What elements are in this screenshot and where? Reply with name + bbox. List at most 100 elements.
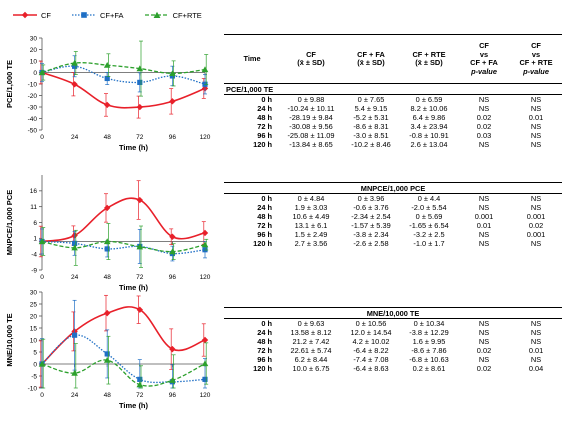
row-time: 72 h xyxy=(257,346,272,355)
row-time: 72 h xyxy=(257,221,272,230)
data-point xyxy=(104,351,110,357)
data-point xyxy=(136,381,144,388)
table-cell: -10.24 ± 10.11 xyxy=(287,104,335,113)
table-cell: -13.84 ± 8.65 xyxy=(289,140,333,149)
row-time: 24 h xyxy=(257,104,272,113)
table-cell: -30.08 ± 9.56 xyxy=(289,122,333,131)
row-time: 0 h xyxy=(261,319,272,328)
table-pce: Time CF (x̄ ± SD) CF + FA (x̄ ± SD) CF + R… xyxy=(224,34,562,149)
row-time: 48 h xyxy=(257,113,272,122)
y-tick-label: 20 xyxy=(30,313,38,320)
table-cell: 13.1 ± 6.1 xyxy=(294,221,328,230)
table-cell: 13.58 ± 8.12 xyxy=(290,328,332,337)
y-tick-label: 0 xyxy=(33,70,37,77)
table-cell: 10.0 ± 6.75 xyxy=(292,364,330,373)
y-tick-label: -4 xyxy=(31,251,37,258)
y-tick-label: 20 xyxy=(30,47,38,54)
table-cell: -3.0 ± 8.51 xyxy=(353,131,389,140)
header-cf: CF (x̄ ± SD) xyxy=(280,34,342,84)
table-cell: -8.6 ± 7.86 xyxy=(411,346,447,355)
header-cf-rte-line1: CF + RTE xyxy=(412,49,446,59)
data-point xyxy=(169,248,176,255)
row-time: 24 h xyxy=(257,203,272,212)
legend-item-cf: CF xyxy=(12,11,51,20)
data-point xyxy=(72,240,78,246)
table-cell: 0 ± 9.88 xyxy=(297,95,325,104)
table-cell: NS xyxy=(530,122,542,131)
header-p-rte-l4: p-value xyxy=(523,66,549,76)
x-tick-label: 24 xyxy=(71,274,79,281)
table-title-row: MNPCE/1,000 PCE xyxy=(224,182,563,194)
data-point xyxy=(38,69,46,76)
table-cell: -1.0 ± 1.7 xyxy=(413,239,445,248)
table-cell: 21.2 ± 7.42 xyxy=(292,337,330,346)
legend-item-cf-fa: CF+FA xyxy=(71,11,124,20)
y-tick-label: 15 xyxy=(30,325,38,332)
row-time: 48 h xyxy=(257,337,272,346)
legend-swatch-cf-rte xyxy=(144,11,169,18)
table-row: 96 h 1.5 ± 2.49 -3.8 ± 2.34 -3.2 ± 2.5 NS 0.0… xyxy=(224,230,562,239)
y-tick-label: 30 xyxy=(30,35,38,42)
y-tick-label: -9 xyxy=(31,267,37,274)
table-cell: -2.6 ± 2.58 xyxy=(353,239,389,248)
y-axis-title: MNE/10,000 TE xyxy=(5,313,14,366)
y-tick-label: 0 xyxy=(33,361,37,368)
header-p-fa-l2: vs xyxy=(479,49,489,59)
y-tick-label: 25 xyxy=(30,301,38,308)
table-cell: 0 ± 4.4 xyxy=(417,194,441,203)
y-tick-label: 1 xyxy=(33,236,37,243)
x-tick-label: 0 xyxy=(40,134,44,141)
x-tick-label: 0 xyxy=(40,392,44,399)
table-cell: -28.19 ± 9.84 xyxy=(289,113,333,122)
chart-2: -10 -5 0 5 10 15 20 25 30 0 24 48 72 96 120 Time (h) MNE… xyxy=(5,289,211,410)
table-cell: 0.2 ± 8.61 xyxy=(412,364,446,373)
table-cell: -0.6 ± 3.76 xyxy=(353,203,389,212)
table-cell: NS xyxy=(478,328,490,337)
table-row: 72 h -30.08 ± 9.56 -8.6 ± 8.31 3.4 ± 23.94 0… xyxy=(224,122,562,131)
row-time: 48 h xyxy=(257,212,272,221)
table-cell: -6.4 ± 8.63 xyxy=(353,364,389,373)
data-point xyxy=(169,377,176,383)
table-cell: 0 ± 6.59 xyxy=(415,95,443,104)
table-row: 24 h -10.24 ± 10.11 5.4 ± 9.15 8.2 ± 10.06 N… xyxy=(224,104,562,113)
data-point xyxy=(104,309,111,317)
table-header-row: Time CF (x̄ ± SD) CF + FA (x̄ ± SD) CF + R… xyxy=(224,34,562,84)
x-tick-label: 72 xyxy=(136,274,144,281)
table-cell: NS xyxy=(530,239,542,248)
data-point xyxy=(104,246,110,252)
series-cf-rte xyxy=(38,40,209,97)
series-cf-rte xyxy=(38,335,209,389)
row-time: 0 h xyxy=(261,95,272,104)
data-point xyxy=(201,229,209,237)
table-cell: 0.01 xyxy=(528,346,544,355)
legend-item-cf-rte: CF+RTE xyxy=(144,11,202,20)
x-axis-title: Time (h) xyxy=(119,283,149,292)
header-p-rte: CF vs CF + RTE p-value xyxy=(510,34,562,84)
table-cell: -10.2 ± 8.46 xyxy=(351,140,391,149)
table-cell: -6.8 ± 10.63 xyxy=(409,355,449,364)
series-line xyxy=(41,306,206,365)
series-line xyxy=(41,359,206,387)
table-title: MNE/10,000 TE xyxy=(224,307,563,319)
table-cell: 0.02 xyxy=(528,221,544,230)
legend-label-cf-fa: CF+FA xyxy=(100,10,124,20)
table-title: PCE/1,000 TE xyxy=(224,83,562,95)
table-cell: NS xyxy=(530,194,542,203)
table-row: 0 h 0 ± 9.88 0 ± 7.65 0 ± 6.59 NS NS xyxy=(224,95,562,105)
table-cell: 6.4 ± 9.86 xyxy=(412,113,446,122)
x-tick-label: 72 xyxy=(136,134,144,141)
table-cell: NS xyxy=(530,355,542,364)
row-time: 120 h xyxy=(253,364,272,373)
table-cell: NS xyxy=(478,337,490,346)
y-tick-label: 10 xyxy=(30,337,38,344)
table-cell: 12.0 ± 14.54 xyxy=(350,328,392,337)
series-line xyxy=(41,71,206,109)
data-point xyxy=(71,81,78,88)
table-cell: -0.8 ± 10.91 xyxy=(409,131,449,140)
table-row: 0 h 0 ± 9.63 0 ± 10.56 0 ± 10.34 NS NS xyxy=(224,319,562,329)
series-cf-fa xyxy=(39,228,208,264)
row-time: 72 h xyxy=(257,122,272,131)
header-p-fa: CF vs CF + FA p-value xyxy=(458,34,510,84)
